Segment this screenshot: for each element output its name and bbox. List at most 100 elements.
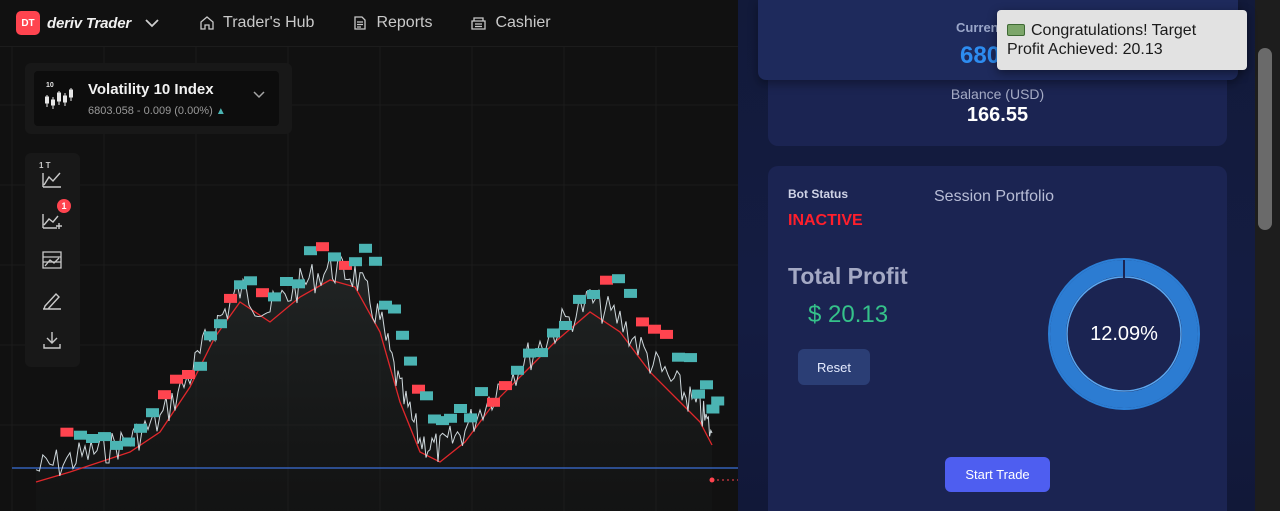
scrollbar[interactable]: [1255, 0, 1280, 511]
symbol-selector[interactable]: 10 Volatility 10 Index 6803.058 - 0.009 …: [25, 63, 292, 134]
total-profit-label: Total Profit: [788, 263, 908, 289]
brand-name: deriv Trader: [47, 14, 132, 32]
buy-marker-flag: [692, 389, 705, 399]
download-icon: [43, 332, 61, 349]
sell-marker-flag: [182, 370, 195, 379]
nav-cashier[interactable]: Cashier: [470, 14, 551, 32]
buy-marker-flag: [234, 280, 247, 290]
buy-marker-flag: [535, 348, 548, 358]
buy-marker-flag: [573, 294, 586, 304]
reports-icon: [354, 16, 367, 30]
chart-toolbar: 1 T 1: [25, 153, 80, 367]
sell-marker-flag: [170, 374, 183, 384]
buy-marker-flag: [404, 356, 417, 366]
trade-analysis-icon: [42, 251, 62, 269]
buy-marker-flag: [454, 404, 467, 413]
nav-traders-hub-label: Trader's Hub: [223, 14, 315, 31]
drawing-tools-icon: [43, 292, 61, 310]
buy-marker-flag: [523, 348, 536, 358]
buy-marker-flag: [369, 256, 382, 266]
buy-marker-flag: [122, 437, 135, 447]
home-icon: [200, 16, 214, 30]
reset-button[interactable]: Reset: [798, 349, 870, 385]
notification-toast[interactable]: Congratulations! Target Profit Achieved:…: [997, 10, 1247, 70]
sell-marker-flag: [158, 390, 171, 400]
nav-reports[interactable]: Reports: [352, 14, 432, 32]
triangle-up-icon: ▲: [215, 106, 226, 117]
buy-marker-flag: [547, 328, 560, 338]
sell-marker-flag: [224, 293, 237, 303]
sell-marker-flag: [339, 260, 352, 270]
buy-marker-flag: [194, 361, 207, 371]
buy-marker-flag: [700, 380, 713, 390]
price-chart[interactable]: [0, 47, 738, 511]
buy-marker-flag: [444, 413, 457, 423]
chevron-down-icon[interactable]: [253, 91, 265, 99]
buy-marker-flag: [328, 252, 341, 262]
buy-marker-flag: [98, 432, 111, 442]
buy-marker-flag: [280, 277, 293, 286]
profit-percentage-label: 12.09%: [1090, 323, 1158, 345]
trade-markers: [60, 242, 725, 450]
moving-average-line: [35, 279, 713, 483]
buy-marker-flag: [110, 440, 123, 450]
session-portfolio-card: Bot Status INACTIVE Session Portfolio To…: [768, 166, 1227, 511]
sell-marker-flag: [600, 275, 613, 285]
sell-marker-flag: [660, 329, 673, 339]
buy-marker-flag: [359, 243, 372, 253]
buy-marker-flag: [74, 430, 87, 440]
top-navigation-bar: DT deriv Trader Trader's Hub Reports Cas…: [0, 0, 738, 47]
chart-type-icon: [42, 172, 61, 188]
sell-marker-flag: [487, 397, 500, 407]
brand[interactable]: DT deriv Trader: [16, 11, 159, 35]
start-trade-button[interactable]: Start Trade: [945, 457, 1050, 492]
buy-marker-flag: [420, 391, 433, 401]
download-button[interactable]: [39, 327, 65, 353]
nav-traders-hub[interactable]: Trader's Hub: [199, 14, 314, 32]
total-profit-value: $ 20.13: [808, 301, 889, 328]
buy-marker-flag: [396, 330, 409, 340]
bot-panel: Balance (USD) 166.55 Current T 6803 Bot …: [738, 0, 1280, 511]
buy-marker-flag: [244, 276, 257, 286]
buy-marker-flag: [711, 396, 725, 406]
sell-marker-flag: [648, 324, 661, 334]
current-spot-marker: [709, 477, 715, 483]
buy-marker-flag: [464, 413, 477, 423]
buy-marker-flag: [379, 300, 392, 310]
bot-status-value: INACTIVE: [788, 212, 863, 229]
buy-marker-flag: [292, 279, 305, 289]
indicators-button[interactable]: 1: [39, 199, 71, 233]
buy-marker-flag: [428, 414, 441, 424]
nav-reports-label: Reports: [376, 14, 433, 31]
drawing-tools-button[interactable]: [39, 287, 65, 313]
buy-marker-flag: [706, 404, 720, 414]
buy-marker-flag: [304, 246, 317, 256]
cashier-icon: [471, 17, 487, 30]
toast-message: Congratulations! Target Profit Achieved:…: [1007, 22, 1197, 58]
volatility-index-icon: 10: [45, 82, 73, 109]
symbol-selector-inner: 10 Volatility 10 Index 6803.058 - 0.009 …: [34, 71, 279, 126]
session-portfolio-title: Session Portfolio: [934, 188, 1055, 205]
symbol-name: Volatility 10 Index: [88, 81, 214, 98]
balance-label: Balance (USD): [950, 86, 1045, 102]
price-area-fill: [36, 254, 712, 511]
buy-marker-flag: [559, 321, 572, 330]
buy-marker-flag: [511, 365, 524, 375]
bot-status-label: Bot Status: [788, 187, 848, 201]
chevron-down-icon[interactable]: [145, 18, 159, 28]
scrollbar-thumb[interactable]: [1258, 48, 1272, 230]
buy-marker-flag: [268, 292, 281, 302]
symbol-quote-text: 6803.058 - 0.009 (0.00%): [88, 105, 213, 117]
trade-analysis-button[interactable]: [39, 247, 65, 273]
nav-cashier-label: Cashier: [495, 14, 551, 31]
buy-marker-flag: [587, 290, 600, 299]
sell-marker-flag: [60, 427, 74, 437]
interval-label: 1 T: [39, 161, 51, 170]
sell-marker-flag: [256, 288, 269, 298]
buy-marker-flag: [624, 288, 637, 298]
buy-marker-flag: [436, 416, 449, 426]
balance-value: 166.55: [966, 104, 1029, 126]
profit-percentage-ring: [1048, 258, 1200, 410]
chart-type-button[interactable]: [39, 166, 65, 192]
buy-marker-flag: [684, 353, 697, 363]
